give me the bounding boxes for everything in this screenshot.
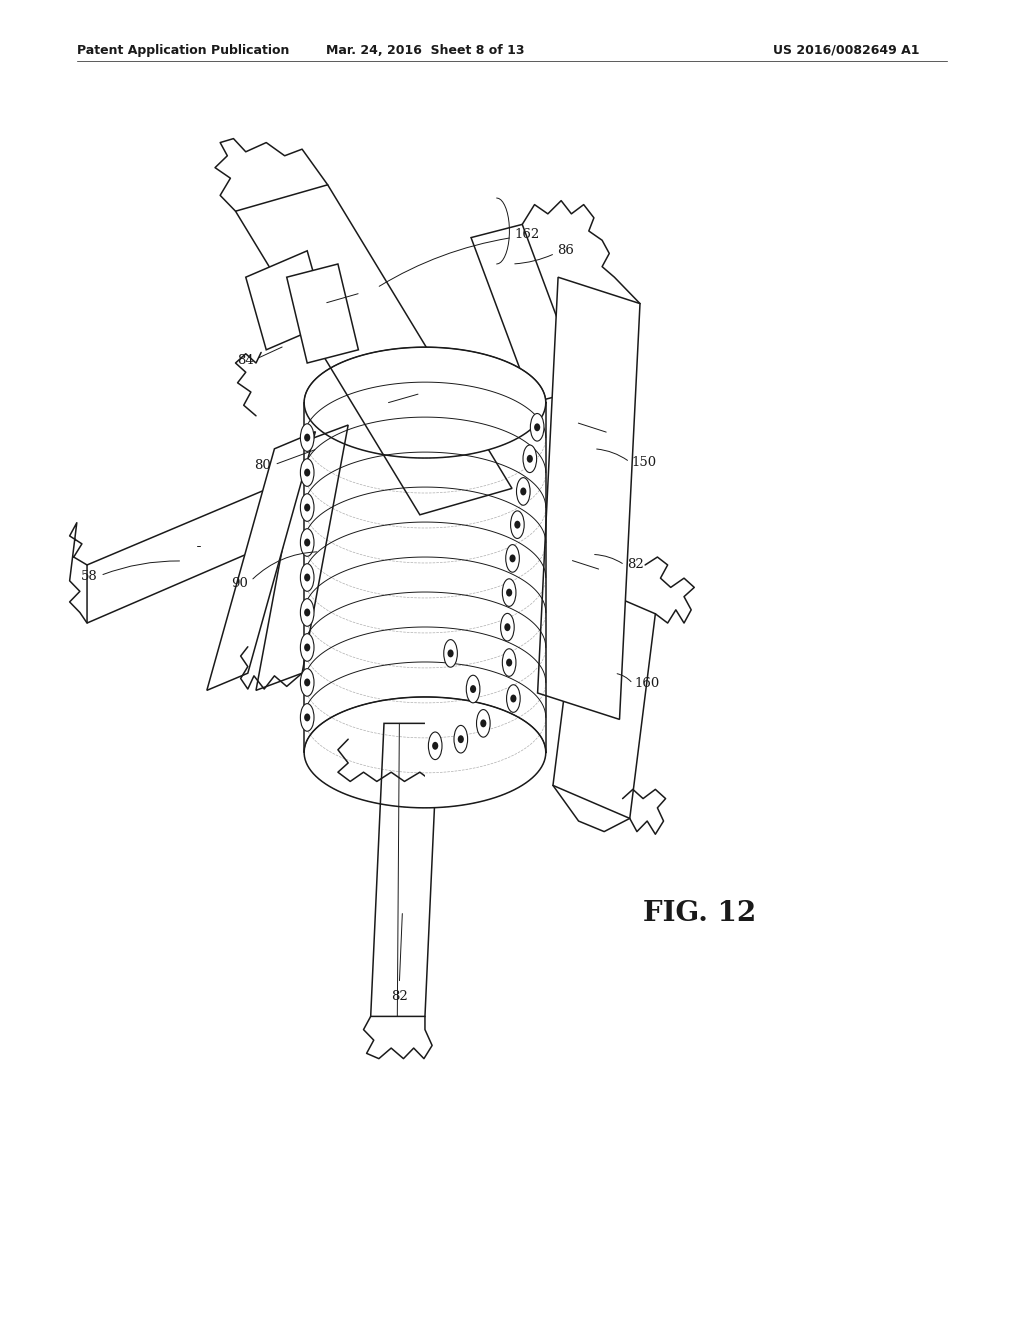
Circle shape bbox=[520, 487, 526, 495]
Ellipse shape bbox=[506, 545, 519, 572]
Text: FIG. 12: FIG. 12 bbox=[643, 900, 757, 927]
Ellipse shape bbox=[503, 648, 516, 676]
Polygon shape bbox=[553, 581, 655, 818]
Ellipse shape bbox=[501, 614, 514, 642]
Text: 86: 86 bbox=[557, 244, 573, 257]
Circle shape bbox=[304, 678, 310, 686]
Text: 58: 58 bbox=[81, 570, 97, 583]
Circle shape bbox=[304, 573, 310, 581]
Ellipse shape bbox=[300, 529, 314, 556]
Text: 80: 80 bbox=[255, 459, 271, 473]
Circle shape bbox=[458, 735, 464, 743]
Text: 150: 150 bbox=[632, 455, 657, 469]
Text: US 2016/0082649 A1: US 2016/0082649 A1 bbox=[773, 44, 920, 57]
Circle shape bbox=[514, 520, 520, 528]
Circle shape bbox=[526, 455, 532, 463]
Circle shape bbox=[304, 539, 310, 546]
Circle shape bbox=[506, 659, 512, 667]
Ellipse shape bbox=[523, 445, 537, 473]
Polygon shape bbox=[371, 723, 438, 1016]
Ellipse shape bbox=[300, 459, 314, 486]
Circle shape bbox=[304, 713, 310, 721]
Ellipse shape bbox=[300, 599, 314, 626]
Text: 82: 82 bbox=[627, 558, 643, 572]
Circle shape bbox=[535, 424, 541, 432]
Ellipse shape bbox=[530, 413, 544, 441]
Text: 162: 162 bbox=[514, 228, 540, 242]
Polygon shape bbox=[287, 264, 358, 363]
Polygon shape bbox=[425, 347, 546, 808]
Circle shape bbox=[480, 719, 486, 727]
Ellipse shape bbox=[511, 511, 524, 539]
Ellipse shape bbox=[516, 478, 530, 506]
Polygon shape bbox=[256, 425, 348, 690]
Circle shape bbox=[470, 685, 476, 693]
Polygon shape bbox=[236, 185, 512, 515]
Polygon shape bbox=[87, 470, 312, 623]
Ellipse shape bbox=[300, 494, 314, 521]
Circle shape bbox=[506, 589, 512, 597]
Circle shape bbox=[447, 649, 454, 657]
Polygon shape bbox=[538, 277, 640, 719]
Ellipse shape bbox=[476, 710, 490, 737]
Ellipse shape bbox=[300, 704, 314, 731]
Ellipse shape bbox=[300, 564, 314, 591]
Polygon shape bbox=[246, 251, 328, 350]
Circle shape bbox=[304, 469, 310, 477]
Ellipse shape bbox=[443, 640, 458, 667]
Ellipse shape bbox=[466, 676, 480, 702]
Circle shape bbox=[304, 504, 310, 512]
Circle shape bbox=[304, 644, 310, 652]
Ellipse shape bbox=[300, 424, 314, 451]
Circle shape bbox=[432, 742, 438, 750]
Text: Mar. 24, 2016  Sheet 8 of 13: Mar. 24, 2016 Sheet 8 of 13 bbox=[326, 44, 524, 57]
Text: 82: 82 bbox=[391, 990, 408, 1003]
Polygon shape bbox=[471, 224, 584, 403]
Ellipse shape bbox=[428, 733, 442, 759]
Ellipse shape bbox=[454, 726, 468, 752]
Circle shape bbox=[304, 609, 310, 616]
Text: Patent Application Publication: Patent Application Publication bbox=[77, 44, 289, 57]
Circle shape bbox=[510, 694, 516, 702]
Circle shape bbox=[510, 554, 516, 562]
Text: 84: 84 bbox=[238, 354, 254, 367]
Text: 160: 160 bbox=[635, 677, 660, 690]
Ellipse shape bbox=[300, 669, 314, 696]
Text: 90: 90 bbox=[231, 577, 248, 590]
Polygon shape bbox=[207, 432, 315, 690]
Ellipse shape bbox=[503, 578, 516, 606]
Circle shape bbox=[505, 623, 511, 631]
Ellipse shape bbox=[507, 685, 520, 713]
Ellipse shape bbox=[300, 634, 314, 661]
Circle shape bbox=[304, 433, 310, 441]
